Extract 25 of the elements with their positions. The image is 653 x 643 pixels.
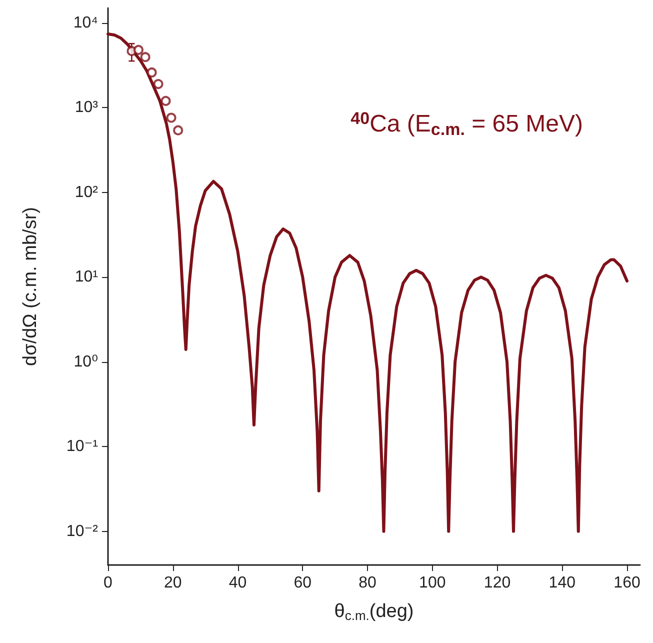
x-tick-label: 20 [164,574,182,592]
x-tick-label: 80 [358,574,377,592]
y-tick-label: 10⁴ [73,14,98,32]
x-tick-label: 140 [548,574,576,592]
y-tick-label: 10⁻² [66,522,99,540]
y-tick-label: 10¹ [74,268,98,286]
x-tick-label: 0 [104,574,113,592]
y-tick-label: 10² [74,184,99,201]
x-tick-label: 160 [614,574,640,592]
x-tick-label: 60 [294,574,312,592]
point [173,125,184,136]
x-tick-label: 40 [228,574,247,592]
point [160,96,171,106]
point [140,52,150,62]
point [166,112,176,123]
point [134,44,144,55]
y-tick-label: 10⁰ [74,353,98,370]
x-tick-label: 120 [484,574,511,592]
point [146,67,157,78]
y-tick-label: 10⁻¹ [66,438,98,456]
y-axis-title: dσ/dΩ (c.m. mb/sr) [20,207,41,366]
line-series [106,32,629,533]
point [153,79,164,90]
x-tick-label: 100 [419,574,446,592]
y-tick-label: 10³ [74,99,99,116]
